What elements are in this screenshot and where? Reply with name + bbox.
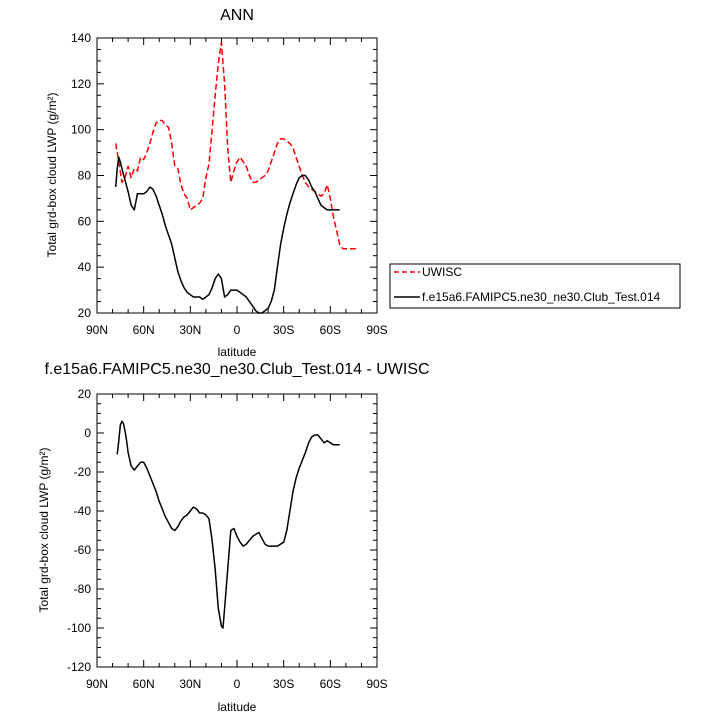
bottom-y-tick-label: -20 [74,465,92,479]
top-chart-title: ANN [220,7,254,24]
legend-label-model: f.e15a6.FAMIPC5.ne30_ne30.Club_Test.014 [422,290,660,304]
top-x-tick-label: 0 [234,323,241,337]
bottom-x-tick-label: 90S [366,677,387,691]
bottom-x-axis: 90N 60N 30N 0 30S 60S 90S [86,394,388,691]
legend: UWISC f.e15a6.FAMIPC5.ne30_ne30.Club_Tes… [389,263,681,309]
bottom-x-tick-label: 60S [320,677,341,691]
legend-box [389,263,681,309]
bottom-series-layer [116,420,340,629]
top-y-tick-label: 60 [78,214,92,228]
top-x-tick-label: 30N [179,323,201,337]
top-x-axis: 90N 60N 30N 0 30S 60S 90S [86,38,388,337]
bottom-y-tick-label: -40 [74,504,92,518]
top-y-tick-label: 20 [78,306,92,320]
bottom-y-tick-label: -80 [74,582,92,596]
bottom-x-tick-label: 90N [86,677,108,691]
bottom-y-tick-label: 0 [84,426,91,440]
top-plot-frame [96,37,378,314]
bottom-y-axis-label: Total grd-box cloud LWP (g/m²) [37,448,51,613]
bottom-x-axis-label: latitude [218,700,257,714]
top-x-tick-label: 90N [86,323,108,337]
bottom-x-tick-label: 30S [273,677,294,691]
bottom-y-axis: -120 -100 -80 -60 -40 -20 0 20 [67,387,377,674]
legend-entry-uwisc: UWISC [394,265,462,279]
bottom-x-tick-label: 60N [133,677,155,691]
bottom-x-tick-label: 30N [179,677,201,691]
top-y-tick-label: 40 [78,260,92,274]
top-x-tick-label: 30S [273,323,294,337]
bottom-y-tick-label: -60 [74,543,92,557]
bottom-series-line-0 [116,420,340,629]
bottom-y-tick-label: -120 [67,660,91,674]
top-y-tick-label: 100 [71,123,91,137]
top-y-axis-label: Total grd-box cloud LWP (g/m²) [45,93,59,258]
bottom-plot-frame [96,393,378,668]
top-x-tick-label: 60S [320,323,341,337]
legend-label-uwisc: UWISC [422,265,462,279]
top-series-layer [114,41,359,314]
panel-bottom: f.e15a6.FAMIPC5.ne30_ne30.Club_Test.014 … [37,361,430,691]
top-x-axis-label: latitude [218,345,257,359]
bottom-x-tick-label: 0 [234,677,241,691]
bottom-plot-area [96,393,378,668]
bottom-y-tick-label: 20 [78,387,92,401]
top-series-line-1 [114,156,340,314]
bottom-chart-title: f.e15a6.FAMIPC5.ne30_ne30.Club_Test.014 … [44,361,429,378]
legend-entry-model: f.e15a6.FAMIPC5.ne30_ne30.Club_Test.014 [394,290,660,304]
top-x-tick-label: 90S [366,323,387,337]
top-y-tick-label: 140 [71,31,91,45]
bottom-y-tick-label: -100 [67,621,91,635]
top-y-tick-label: 120 [71,77,91,91]
top-y-axis: 20 40 60 80 100 120 140 [71,31,377,320]
top-plot-area [96,37,378,314]
top-x-tick-label: 60N [133,323,155,337]
top-y-tick-label: 80 [78,169,92,183]
panel-top: ANN 90N 60N 30N 0 30S 60S 90S 20 40 60 80 100 120 14… [45,7,681,337]
top-series-line-0 [114,41,359,250]
